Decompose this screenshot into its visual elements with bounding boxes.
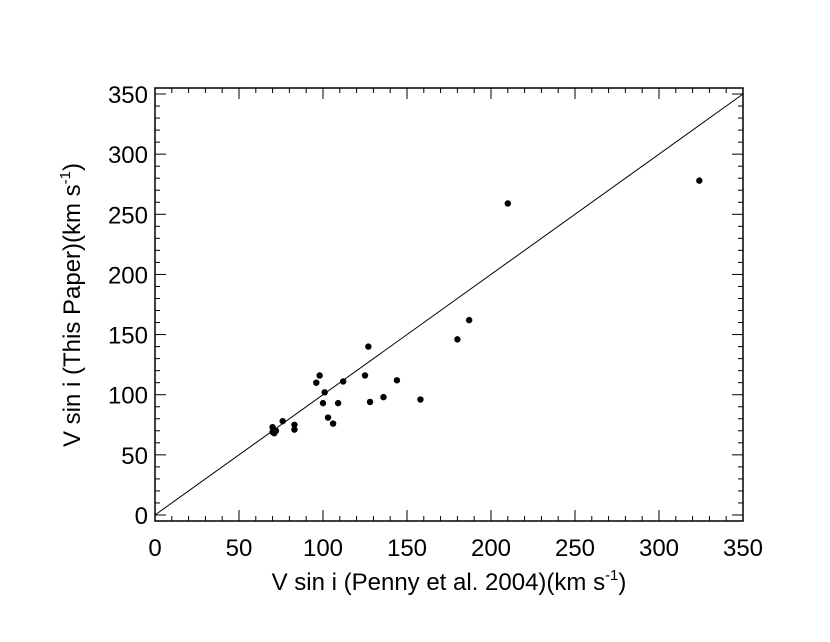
data-point — [329, 420, 337, 427]
data-point — [380, 393, 387, 401]
y-tick-label: 50 — [121, 443, 148, 470]
data-point — [454, 336, 461, 343]
y-tick-label: 100 — [108, 383, 148, 410]
y-tick-label: 150 — [108, 323, 148, 350]
y-tick-label: 350 — [108, 82, 148, 109]
data-point — [316, 372, 323, 379]
y-tick-label: 0 — [135, 503, 148, 530]
x-axis-title: V sin i (Penny et al. 2004)(km s-1) — [272, 567, 627, 596]
y-tick-labels: 0 50 100 150 200 250 300 350 — [108, 82, 148, 530]
plot-border — [154, 87, 744, 522]
data-point — [313, 379, 320, 386]
x-tick-label: 300 — [639, 535, 679, 562]
data-point — [393, 377, 401, 384]
data-point — [696, 177, 703, 184]
data-point — [279, 417, 286, 425]
data-point — [319, 399, 327, 407]
y-axis-title: V sin i (This Paper)(km s-1) — [57, 163, 86, 447]
x-tick-label: 100 — [303, 535, 343, 562]
data-point — [366, 398, 374, 406]
major-ticks — [154, 88, 744, 521]
x-tick-label: 250 — [555, 535, 595, 562]
x-tick-label: 50 — [226, 535, 253, 562]
data-point — [465, 316, 473, 324]
minor-ticks — [155, 88, 743, 521]
y-axis-title-main: V sin i (This Paper)(km s — [59, 184, 86, 447]
y-tick-label: 300 — [108, 142, 148, 169]
plot-frame — [154, 87, 744, 522]
data-point — [365, 343, 372, 350]
x-tick-labels: 0 50 100 150 200 250 300 350 — [148, 535, 763, 562]
x-tick-label: 150 — [387, 535, 427, 562]
data-point — [334, 399, 342, 407]
data-point — [361, 372, 369, 379]
x-tick-label: 0 — [148, 535, 161, 562]
data-point — [272, 427, 280, 434]
x-axis-title-end: ) — [618, 569, 626, 596]
data-point — [339, 378, 347, 385]
y-tick-label: 200 — [108, 262, 148, 289]
y-tick-label: 250 — [108, 202, 148, 229]
x-tick-label: 350 — [723, 535, 763, 562]
x-axis-title-main: V sin i (Penny et al. 2004)(km s — [272, 569, 605, 596]
data-point — [291, 421, 298, 428]
one-to-one-line — [154, 93, 744, 516]
y-axis-title-sup: -1 — [57, 171, 74, 184]
data-point — [417, 396, 424, 403]
x-axis-title-sup: -1 — [605, 567, 618, 584]
data-point — [291, 426, 298, 433]
data-point — [324, 414, 332, 421]
data-point — [504, 200, 511, 207]
data-points — [269, 177, 703, 437]
x-tick-label: 200 — [471, 535, 511, 562]
data-point — [321, 389, 328, 396]
y-axis-title-end: ) — [59, 163, 86, 171]
